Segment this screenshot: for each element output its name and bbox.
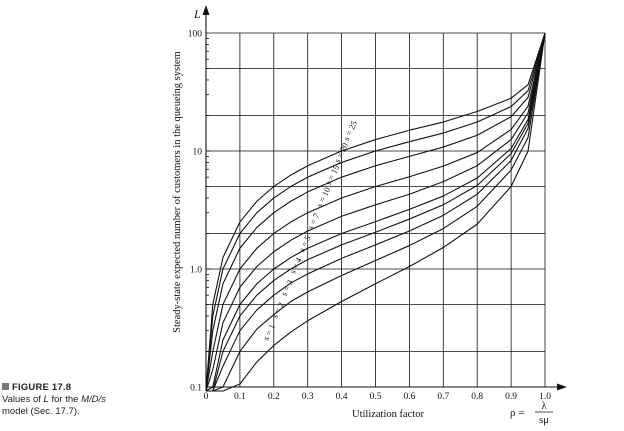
curve-label: s = 5 xyxy=(296,234,312,253)
series-line xyxy=(206,32,546,392)
x-tick-label: 0.9 xyxy=(505,392,517,402)
caption-line-2: model (Sec. 17.7). xyxy=(2,406,80,417)
y-tick-label: 10 xyxy=(193,148,203,158)
curve-label: s = 3 xyxy=(279,278,295,297)
chart-axes xyxy=(202,5,567,391)
x-tick-label: 0.4 xyxy=(336,392,348,402)
curve-label: s = 2 xyxy=(270,300,286,319)
chart-series xyxy=(205,32,546,392)
y-tick-label: 1.0 xyxy=(190,266,202,276)
square-bullet-icon xyxy=(2,383,9,390)
caption-text-a: Values of xyxy=(2,394,44,405)
x-tick-label: 1.0 xyxy=(539,392,551,402)
rho-denominator: sμ xyxy=(539,415,549,426)
caption-model: M/D/s xyxy=(81,394,106,405)
x-tick-label: 0 xyxy=(204,392,209,402)
x-tick-label: 0.8 xyxy=(471,392,483,402)
y-tick-label: 0.1 xyxy=(190,384,202,394)
curve-label: s = 1 xyxy=(261,323,277,342)
curve-label: s = 25 xyxy=(341,119,359,142)
y-axis-label: Steady-state expected number of customer… xyxy=(172,51,183,333)
y-tick-label: 100 xyxy=(188,30,203,40)
series-line xyxy=(205,32,546,392)
x-axis-label: Utilization factor xyxy=(352,409,425,420)
figure-caption: FIGURE 17.8 Values of L for the M/D/s mo… xyxy=(2,382,172,418)
rho-lhs: ρ = xyxy=(510,407,524,419)
y-axis-arrow-icon xyxy=(202,5,210,15)
curve-label: s = 15 xyxy=(323,163,341,186)
series-line xyxy=(205,32,546,392)
series-line xyxy=(205,32,546,392)
x-tick-label: 0.7 xyxy=(437,392,449,402)
series-line xyxy=(205,32,546,392)
series-line xyxy=(205,32,546,392)
y-axis-letter: L xyxy=(193,7,201,21)
x-tick-label: 0.2 xyxy=(268,392,280,402)
rho-formula: ρ = λ sμ xyxy=(510,401,553,426)
series-line xyxy=(206,32,546,392)
x-axis-arrow-icon xyxy=(557,383,567,391)
caption-line-1: Values of L for the M/D/s xyxy=(2,394,172,406)
curve-label: s = 10 xyxy=(314,186,332,209)
figure-label-row: FIGURE 17.8 xyxy=(2,382,172,394)
x-tick-label: 0.6 xyxy=(403,392,415,402)
series-line xyxy=(205,32,546,392)
caption-text-b: for the xyxy=(48,394,82,405)
chart-grid xyxy=(206,32,546,387)
series-line xyxy=(206,32,546,392)
figure-label: FIGURE 17.8 xyxy=(12,382,72,393)
caption-L: L xyxy=(43,394,49,405)
rho-numerator: λ xyxy=(541,401,547,412)
series-line xyxy=(206,32,546,392)
x-tick-label: 0.1 xyxy=(234,392,246,402)
x-tick-label: 0.3 xyxy=(302,392,314,402)
x-tick-label: 0.5 xyxy=(370,392,382,402)
